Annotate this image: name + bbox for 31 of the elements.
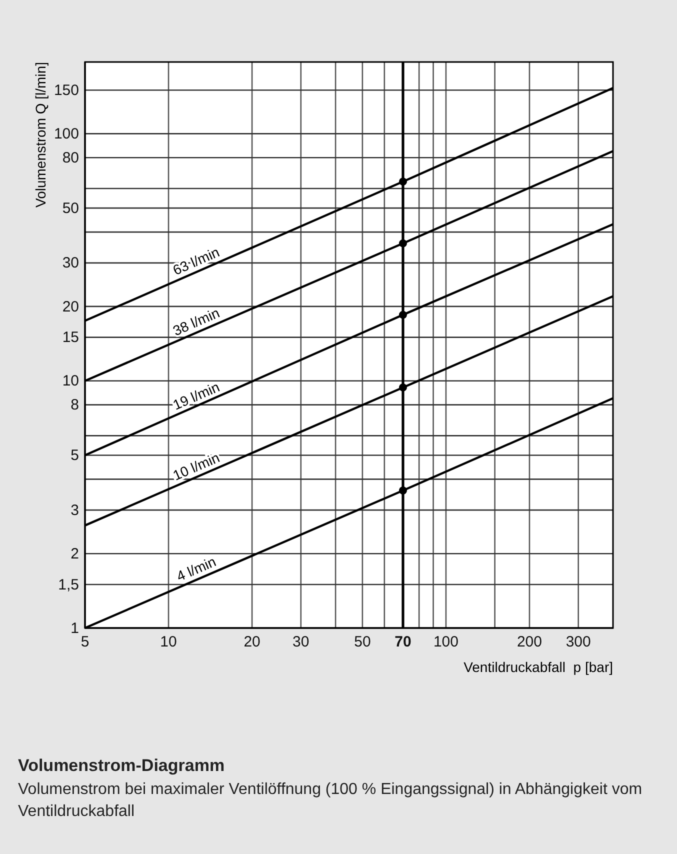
text: 4 l/min bbox=[174, 553, 218, 584]
x-tick-label: 50 bbox=[354, 634, 371, 651]
y-tick-label: 150 bbox=[54, 82, 79, 99]
y-tick-label: 30 bbox=[62, 254, 79, 272]
text: 63 l/min bbox=[170, 244, 222, 278]
y-tick-label: 1 bbox=[70, 620, 79, 637]
y-tick-label: 80 bbox=[62, 149, 79, 166]
x-axis-title: Ventildruckabfall p [bar] bbox=[464, 659, 613, 675]
y-tick-label: 3 bbox=[70, 502, 79, 519]
x-tick-label: 20 bbox=[244, 634, 260, 651]
y-tick-label: 1,5 bbox=[58, 576, 79, 594]
x-tick-label: 30 bbox=[292, 634, 310, 651]
y-tick-label: 5 bbox=[70, 447, 79, 464]
x-tick-label: 10 bbox=[160, 634, 177, 651]
text: Volumenstrom-Diagramm bbox=[18, 756, 226, 776]
text: 38 l/min bbox=[170, 304, 222, 339]
x-tick-label: 300 bbox=[566, 634, 591, 651]
text: 19 l/min bbox=[170, 378, 222, 413]
y-tick-label: 50 bbox=[62, 200, 79, 217]
text: 10 l/min bbox=[170, 449, 222, 484]
text: Volumenstrom bei maximaler Ventilöffnung (100 % Eingangssignal) in Abhängigkeit vom Ventildruckabfall bbox=[18, 780, 644, 822]
y-axis-title: Volumenstrom Q [l/min] bbox=[32, 62, 48, 208]
y-tick-label: 10 bbox=[62, 372, 79, 390]
y-tick-label: 8 bbox=[70, 396, 79, 414]
y-tick-label: 100 bbox=[54, 125, 79, 142]
x-tick-label: 100 bbox=[433, 634, 458, 651]
x-tick-label: 200 bbox=[516, 634, 542, 651]
y-tick-label: 20 bbox=[62, 298, 79, 316]
x-tick-label: 70 bbox=[394, 634, 412, 651]
y-tick-label: 15 bbox=[62, 329, 79, 346]
y-tick-label: 2 bbox=[70, 545, 79, 562]
